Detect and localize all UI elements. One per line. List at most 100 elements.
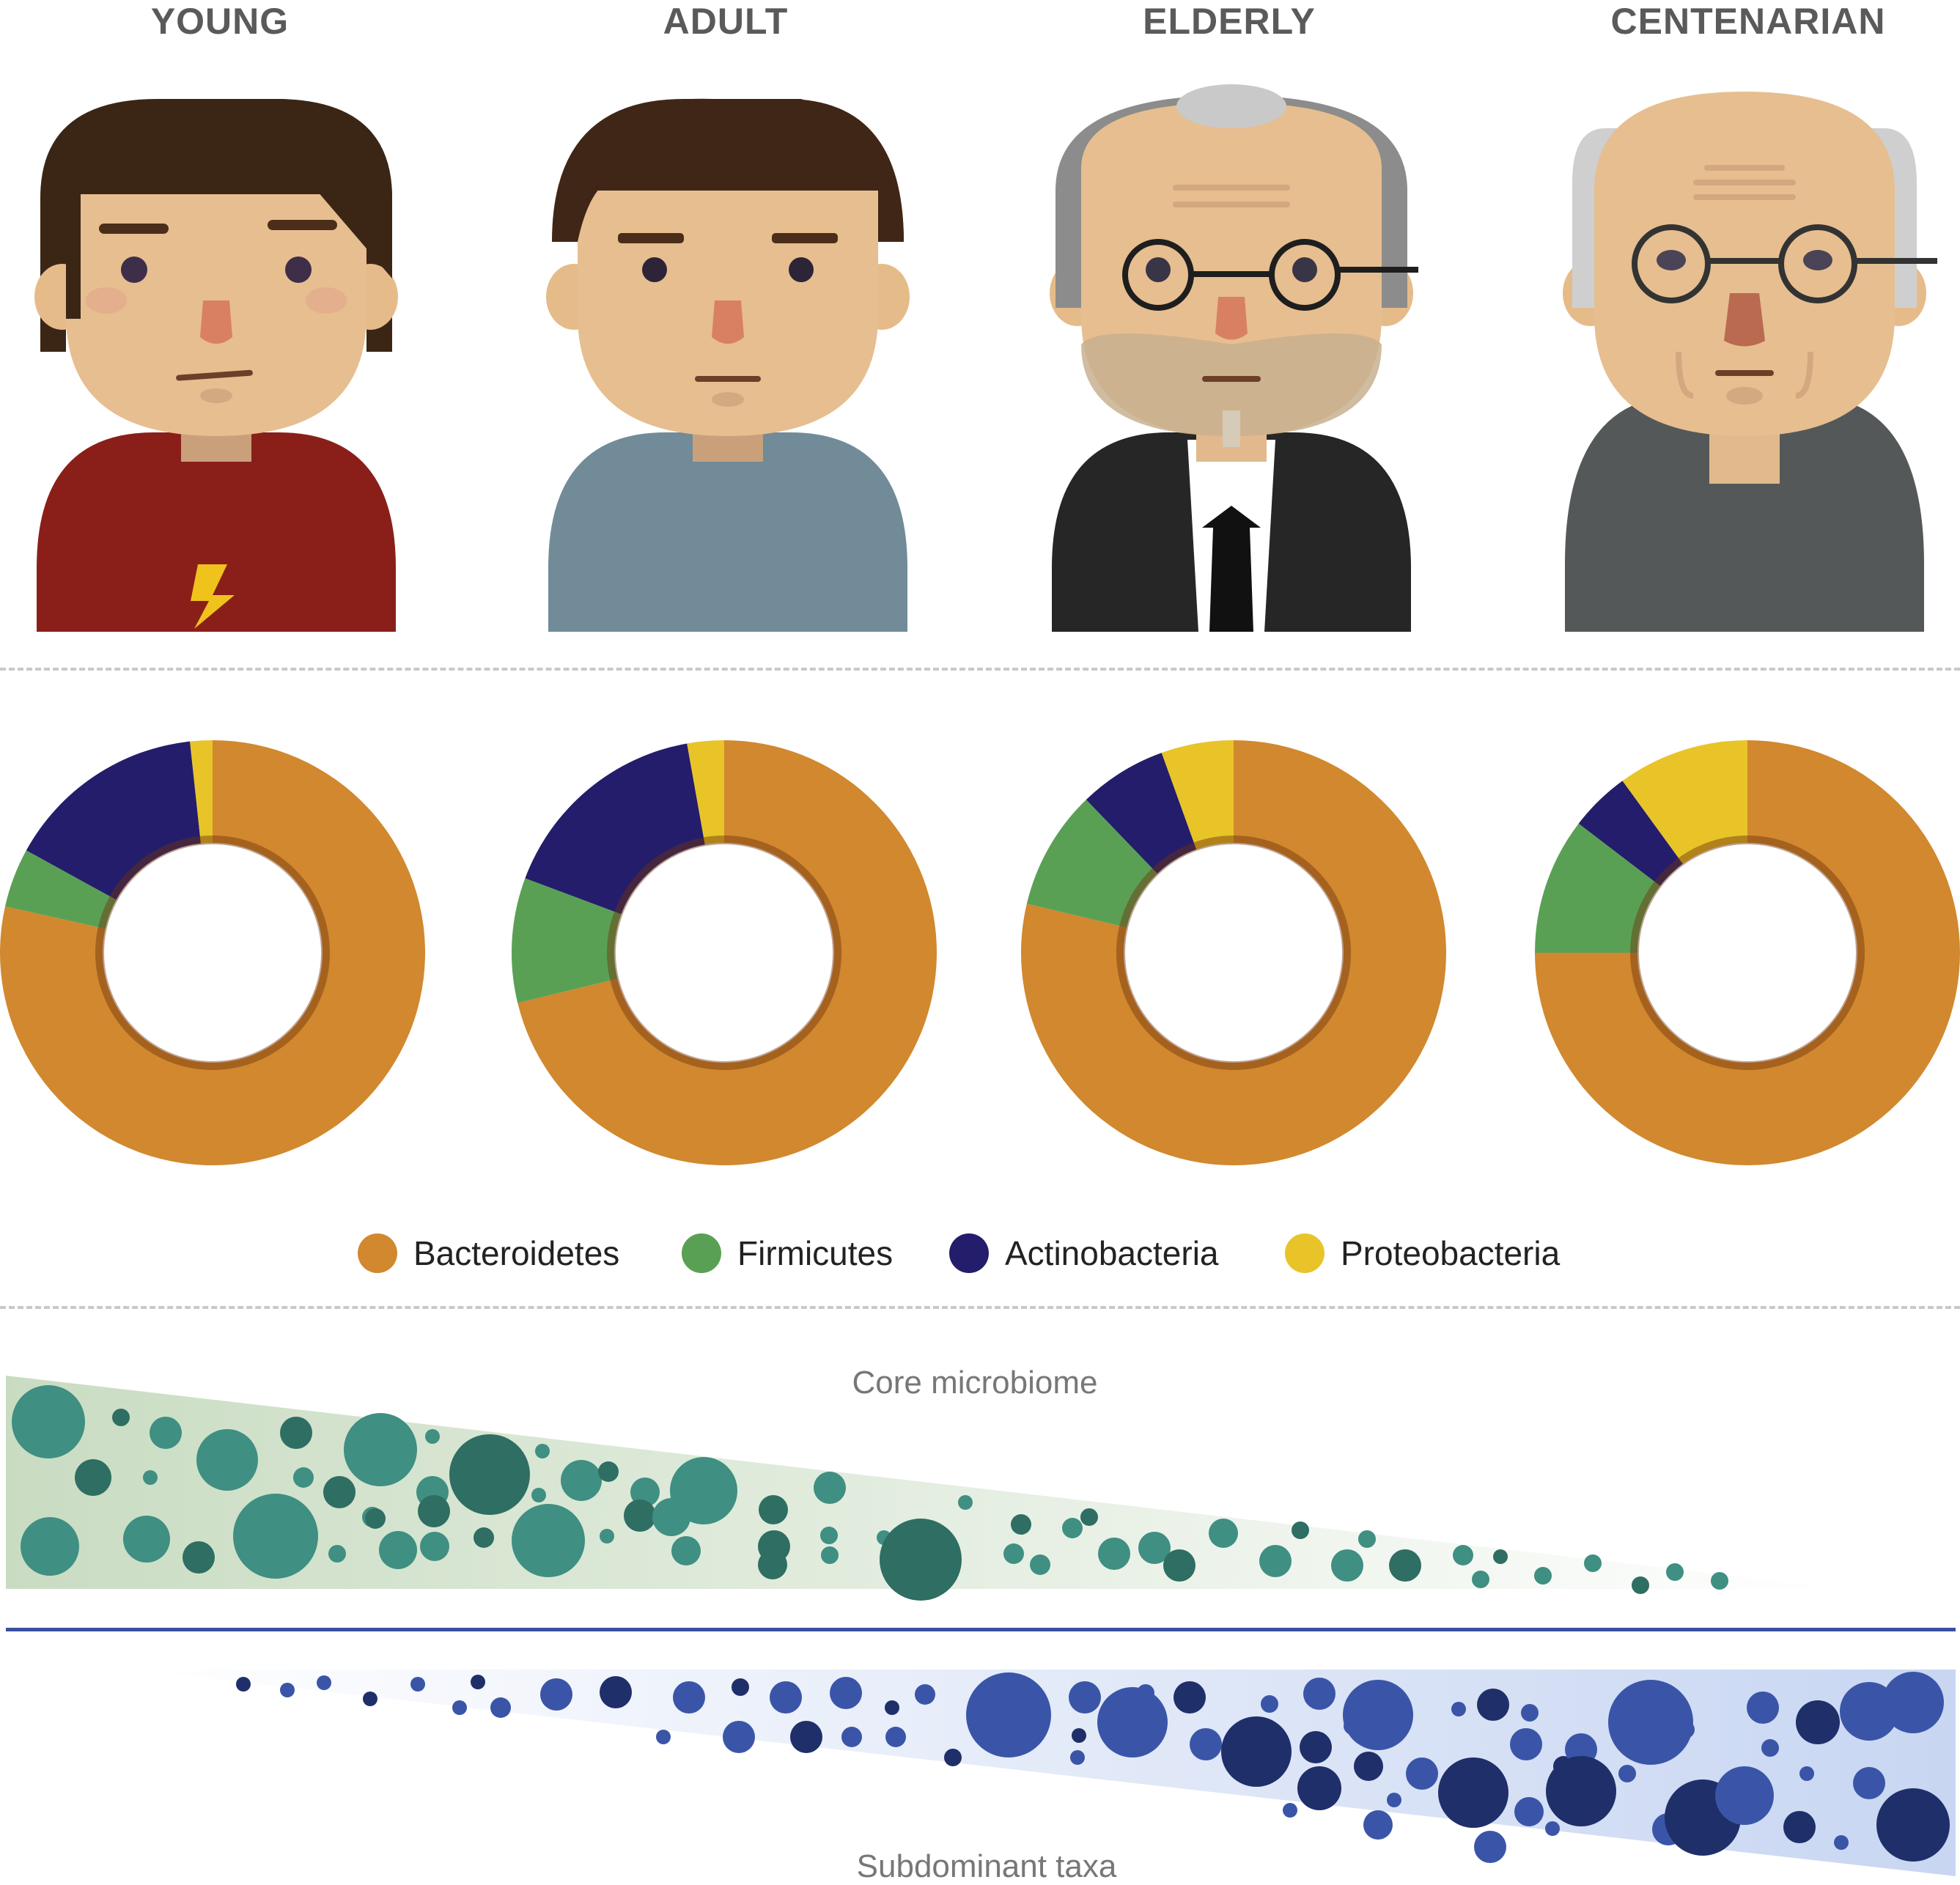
core-bubble [814, 1472, 846, 1504]
donut-adult [511, 740, 937, 1165]
core-bubble [150, 1417, 182, 1449]
subdominant-bubble [471, 1675, 485, 1689]
core-bubble [418, 1495, 450, 1527]
core-bubble [1331, 1549, 1363, 1582]
core-bubble [1209, 1519, 1238, 1548]
core-bubble [624, 1499, 656, 1532]
core-bubbles [12, 1385, 1728, 1601]
core-bubble [1292, 1521, 1309, 1539]
core-bubble [1666, 1563, 1684, 1581]
subdominant-bubble [770, 1681, 802, 1714]
subdominant-bubble [1354, 1752, 1383, 1781]
subdominant-bubble [236, 1677, 251, 1692]
subdominant-bubble [1853, 1767, 1885, 1799]
subdominant-bubble [452, 1700, 467, 1715]
donut-centenarian [1535, 740, 1960, 1165]
subdominant-bubble [1514, 1797, 1544, 1826]
age-title-elderly: ELDERLY [1143, 1, 1316, 42]
slice-firmicutes [4, 850, 117, 929]
subdominant-wedge [132, 1670, 1956, 1876]
slice-proteobacteria [687, 740, 724, 845]
core-bubble [1389, 1549, 1421, 1582]
slice-bacteroidetes [1535, 740, 1960, 1165]
legend-item-proteobacteria: Proteobacteria [1285, 1224, 1560, 1283]
core-bubble [1003, 1543, 1024, 1564]
adult-portrait [546, 98, 910, 632]
slice-firmicutes [1026, 800, 1157, 928]
legend: Bacteroidetes Firmicutes Actinobacteria … [0, 1224, 1960, 1283]
subdominant-bubble [490, 1697, 511, 1718]
age-title-centenarian: CENTENARIAN [1610, 1, 1886, 42]
subdominant-bubble [317, 1675, 331, 1690]
elderly-portrait [1050, 84, 1418, 632]
subdominant-bubble [540, 1678, 572, 1711]
core-bubble [196, 1429, 258, 1491]
legend-item-firmicutes: Firmicutes [682, 1224, 893, 1283]
legend-dot-actinobacteria [949, 1233, 989, 1273]
subdominant-bubble [1261, 1695, 1278, 1713]
core-bubble [123, 1516, 170, 1563]
centenarian-portrait [1563, 92, 1937, 632]
slice-actinobacteria [525, 743, 705, 915]
core-bubble [379, 1531, 417, 1569]
legend-dot-firmicutes [682, 1233, 721, 1273]
core-bubble [880, 1519, 962, 1601]
divider-top [0, 668, 1960, 671]
core-bubble [1080, 1508, 1098, 1526]
subdominant-bubble [1796, 1700, 1840, 1744]
core-bubble [323, 1476, 355, 1508]
subdominant-bubble [673, 1681, 705, 1714]
core-bubble [600, 1529, 614, 1543]
subdominant-bubble [1070, 1750, 1085, 1765]
young-portrait [34, 99, 398, 632]
slice-actinobacteria [1086, 753, 1197, 874]
core-bubble [670, 1457, 737, 1524]
core-bubble [561, 1460, 602, 1501]
divider-middle [0, 1306, 1960, 1309]
slice-proteobacteria [190, 740, 213, 844]
slice-bacteroidetes [517, 740, 937, 1165]
subdominant-bubble [790, 1721, 822, 1753]
subdominant-taxa-label: Subdominant taxa [856, 1848, 1117, 1884]
subdominant-bubble [1438, 1757, 1508, 1828]
core-bubble [233, 1494, 318, 1579]
core-bubble [630, 1478, 660, 1507]
subdominant-bubbles [236, 1672, 1950, 1863]
core-bubble [821, 1546, 839, 1564]
age-title-young: YOUNG [150, 1, 290, 42]
core-bubble [474, 1527, 494, 1548]
subdominant-bubble [600, 1676, 632, 1708]
core-bubble [21, 1517, 79, 1576]
subdominant-bubble [732, 1678, 749, 1696]
subdominant-bubble [1608, 1680, 1693, 1765]
core-bubble [1472, 1571, 1489, 1588]
donut-inner-ring [95, 835, 330, 1070]
core-bubble [535, 1444, 550, 1458]
slice-bacteroidetes [1021, 740, 1446, 1165]
core-bubble [425, 1429, 440, 1444]
core-wedge [6, 1376, 1847, 1589]
donut-young [0, 740, 425, 1165]
core-bubble [1163, 1549, 1195, 1582]
subdominant-bubble [1174, 1681, 1206, 1714]
subdominant-bubble [1477, 1689, 1509, 1721]
subdominant-bubble [1363, 1810, 1393, 1840]
legend-dot-proteobacteria [1285, 1233, 1325, 1273]
core-bubble [328, 1545, 346, 1563]
core-bubble [75, 1459, 111, 1496]
core-bubble [758, 1550, 787, 1579]
slice-proteobacteria [1622, 740, 1747, 864]
core-bubble [420, 1532, 449, 1561]
core-bubble [1138, 1532, 1171, 1564]
subdominant-bubble [1297, 1766, 1341, 1810]
subdominant-bubble [1069, 1681, 1101, 1714]
subdominant-bubble [1761, 1739, 1779, 1757]
subdominant-bubble [1882, 1672, 1944, 1733]
subdominant-bubble [885, 1700, 899, 1715]
subdominant-bubble [944, 1749, 962, 1766]
portraits [34, 84, 1937, 632]
subdominant-bubble [1303, 1678, 1335, 1710]
core-bubble [280, 1417, 312, 1449]
subdominant-bubble [1300, 1731, 1332, 1763]
